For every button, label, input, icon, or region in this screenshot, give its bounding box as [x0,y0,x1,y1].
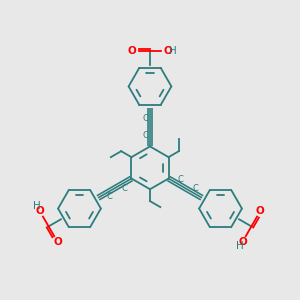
Text: O: O [256,206,265,216]
Text: C: C [142,131,148,140]
Text: H: H [236,242,244,251]
Text: C: C [107,192,113,201]
Text: O: O [164,46,172,56]
Text: O: O [53,237,62,247]
Text: C: C [122,184,128,193]
Text: C: C [177,175,183,184]
Text: O: O [35,206,44,216]
Text: O: O [238,237,247,247]
Text: O: O [128,46,136,56]
Text: C: C [142,114,148,123]
Text: H: H [33,201,41,211]
Text: C: C [192,184,198,193]
Text: H: H [169,46,177,56]
